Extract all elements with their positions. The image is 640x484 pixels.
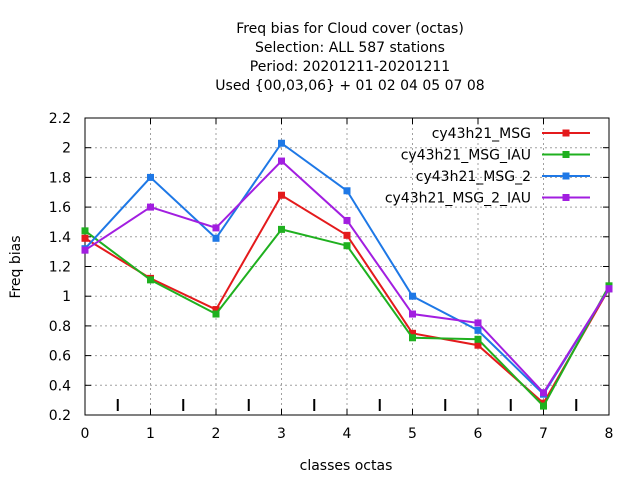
minor-tick-marks: [116, 399, 578, 411]
y-tick-label: 1.8: [49, 170, 71, 186]
legend-label: cy43h21_MSG: [432, 126, 531, 142]
x-tick-label: 8: [605, 426, 614, 442]
data-point-cy43h21_MSG_IAU: [212, 310, 220, 318]
y-tick-label: 0.2: [49, 408, 71, 424]
data-point-cy43h21_MSG_2: [343, 187, 351, 195]
data-point-cy43h21_MSG_2_IAU: [540, 389, 547, 397]
x-tick-label: 5: [408, 426, 417, 442]
data-point-cy43h21_MSG_IAU: [343, 242, 351, 250]
y-tick-label: 2: [62, 141, 71, 157]
y-axis-label: Freq bias: [8, 235, 24, 298]
legend-marker: [562, 194, 570, 201]
data-point-cy43h21_MSG_IAU: [147, 276, 154, 284]
data-point-cy43h21_MSG_2_IAU: [147, 203, 154, 211]
data-point-cy43h21_MSG_2_IAU: [409, 310, 416, 318]
legend-label: cy43h21_MSG_2: [416, 169, 531, 185]
chart-title-line: Selection: ALL 587 stations: [255, 40, 445, 56]
x-axis-label: classes octas: [300, 458, 393, 474]
x-tick-label: 2: [212, 426, 221, 442]
data-point-cy43h21_MSG_2_IAU: [343, 216, 351, 224]
y-tick-label: 1: [62, 289, 71, 305]
data-point-cy43h21_MSG: [81, 234, 89, 242]
chart-title: Freq bias for Cloud cover (octas) Selecti…: [215, 21, 484, 94]
data-point-cy43h21_MSG_2_IAU: [278, 157, 285, 165]
data-point-cy43h21_MSG_2_IAU: [212, 224, 220, 232]
legend-label: cy43h21_MSG_IAU: [401, 148, 531, 164]
x-tick-label: 7: [539, 426, 548, 442]
legend-marker: [562, 129, 570, 137]
grid: [85, 118, 609, 415]
chart-title-line: Used {00,03,06} + 01 02 04 05 07 08: [215, 78, 484, 94]
data-point-cy43h21_MSG_2_IAU: [474, 319, 482, 327]
data-point-cy43h21_MSG_2: [278, 139, 285, 147]
legend: cy43h21_MSG cy43h21_MSG_IAU cy43h21_MSG_2c…: [385, 126, 590, 207]
legend-marker: [562, 172, 570, 180]
chart-title-line: Freq bias for Cloud cover (octas): [236, 21, 464, 37]
data-point-cy43h21_MSG_2: [409, 292, 416, 300]
data-point-cy43h21_MSG: [278, 191, 285, 199]
x-tick-label: 3: [277, 426, 286, 442]
legend-marker: [562, 151, 570, 158]
data-point-cy43h21_MSG: [474, 341, 482, 349]
y-tick-label: 1.4: [49, 230, 71, 246]
x-tick-label: 1: [146, 426, 155, 442]
data-point-cy43h21_MSG: [343, 231, 351, 239]
y-tick-label: 1.2: [49, 260, 71, 276]
y-tick-label: 1.6: [49, 200, 71, 216]
x-tick-label: 6: [474, 426, 483, 442]
data-point-cy43h21_MSG_IAU: [540, 402, 547, 410]
series-layer: [81, 139, 613, 410]
data-point-cy43h21_MSG: [212, 306, 220, 314]
data-point-cy43h21_MSG_2: [474, 326, 482, 334]
y-tick-label: 2.2: [49, 111, 71, 127]
data-point-cy43h21_MSG_IAU: [81, 227, 89, 235]
data-point-cy43h21_MSG_2: [212, 234, 220, 242]
axes: 0.2 0.4 0.6 0.8 1 1.2 1.4 1.6 1.8 2 2.2 0 1 2 3 4 5 6 7 8: [49, 111, 614, 442]
data-point-cy43h21_MSG_IAU: [278, 225, 285, 233]
legend-label: cy43h21_MSG_2_IAU: [385, 191, 531, 207]
data-point-cy43h21_MSG_IAU: [474, 335, 482, 343]
data-point-cy43h21_MSG_2_IAU: [605, 285, 613, 293]
data-point-cy43h21_MSG_IAU: [409, 334, 416, 342]
data-point-cy43h21_MSG_2_IAU: [81, 246, 89, 254]
data-point-cy43h21_MSG_2: [147, 173, 154, 181]
data-point-cy43h21_MSG: [409, 329, 416, 337]
chart-title-line: Period: 20201211-20201211: [250, 59, 450, 75]
x-tick-label: 0: [81, 426, 90, 442]
y-tick-label: 0.8: [49, 319, 71, 335]
y-tick-label: 0.6: [49, 349, 71, 365]
y-tick-label: 0.4: [49, 378, 71, 394]
x-tick-label: 4: [343, 426, 352, 442]
